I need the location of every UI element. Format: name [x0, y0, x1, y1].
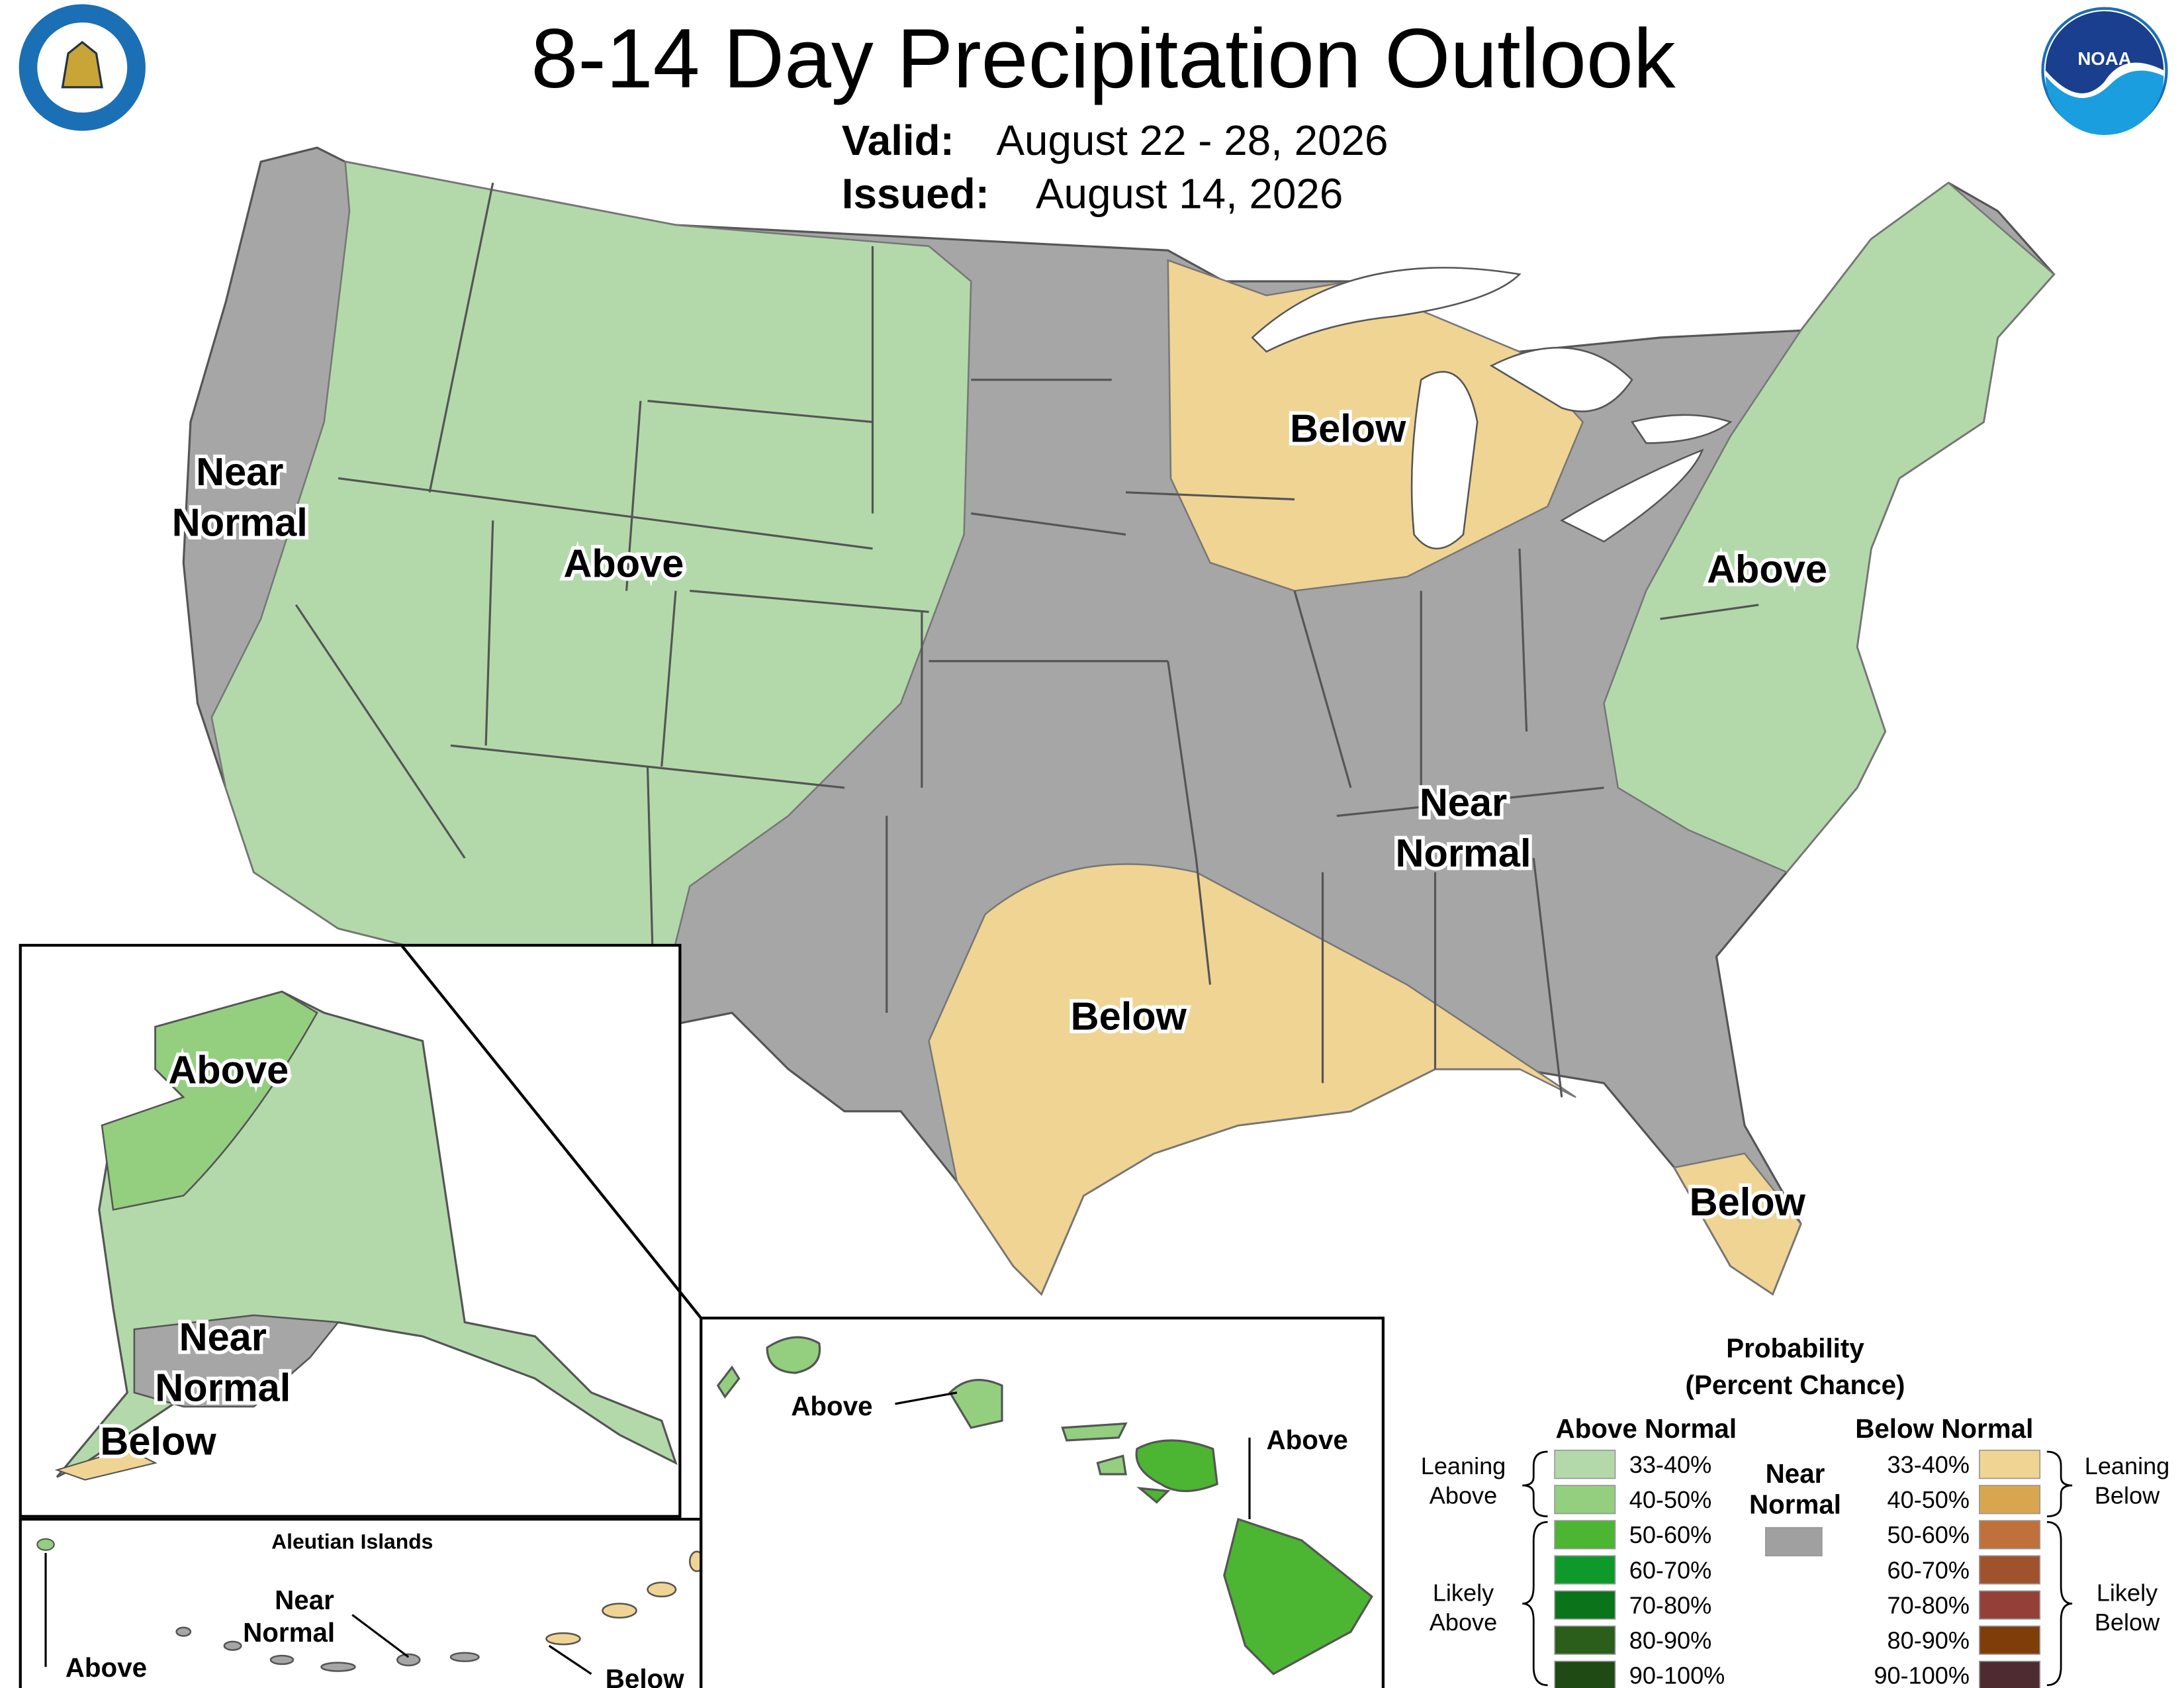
- legend-swatch: [1765, 1526, 1823, 1557]
- legend-group: Above: [1430, 1609, 1497, 1636]
- legend-label: 50-60%: [1629, 1521, 1711, 1548]
- legend-label: 70-80%: [1888, 1591, 1970, 1618]
- legend-label: 60-70%: [1888, 1556, 1970, 1583]
- legend-swatch: [1554, 1450, 1616, 1479]
- commerce-seal: [19, 4, 146, 131]
- legend-label: 33-40%: [1888, 1451, 1970, 1478]
- legend-header: Above Normal: [1555, 1413, 1737, 1444]
- legend-group: Likely: [1433, 1579, 1494, 1606]
- legend-label: 90-100%: [1629, 1662, 1725, 1688]
- below-area-florida: [1672, 1152, 1802, 1295]
- inset-region-label: Near: [275, 1585, 334, 1615]
- legend-swatch: [1554, 1590, 1616, 1620]
- legend-label: 40-50%: [1629, 1486, 1711, 1513]
- inset-region-label: Normal: [243, 1617, 335, 1648]
- legend-swatch: [1979, 1625, 2041, 1655]
- legend-label: 90-100%: [1874, 1662, 1970, 1688]
- inset-region-label: Above: [66, 1652, 147, 1683]
- inset-region-label: Below: [100, 1419, 216, 1463]
- issued-date: August 14, 2026: [1036, 170, 1343, 218]
- above-area-northeast: [1603, 181, 2056, 874]
- inset-region-label: Normal: [155, 1366, 291, 1410]
- conus-map: [182, 146, 2056, 1296]
- legend-swatch: [1554, 1660, 1616, 1688]
- region-label: Below: [1690, 1180, 1806, 1224]
- noaa-text: NOAA: [2077, 48, 2131, 69]
- region-label: Below: [1290, 406, 1406, 450]
- state-borders: [295, 182, 1759, 1098]
- inset-region-label: Near: [179, 1315, 267, 1359]
- region-label: Near Normal: [1396, 780, 1531, 876]
- great-lakes: [1251, 267, 1733, 549]
- legend-group: Below: [2095, 1482, 2160, 1509]
- legend-title: Probability: [1726, 1333, 1864, 1364]
- legend-swatch: [1979, 1520, 2041, 1550]
- inset-title: Aleutian Islands: [271, 1530, 433, 1554]
- inset-region-label: Above: [1267, 1425, 1348, 1455]
- noaa-logo: NOAA: [2041, 7, 2168, 135]
- valid-dates: August 22 - 28, 2026: [997, 117, 1388, 164]
- region-label: Below: [1071, 994, 1187, 1039]
- issued-label: Issued:: [842, 170, 989, 218]
- legend-swatch: [1554, 1520, 1616, 1550]
- legend-swatch: [1979, 1555, 2041, 1585]
- legend-group: Likely: [2097, 1579, 2158, 1606]
- legend: Probability (Percent Chance) Above Norma…: [1421, 1333, 2170, 1688]
- region-label: Near Normal: [172, 449, 308, 545]
- legend-swatch: [1979, 1485, 2041, 1515]
- inset-region-label: Above: [168, 1047, 289, 1092]
- legend-group: Above: [1430, 1482, 1497, 1509]
- legend-group: Leaning: [2085, 1452, 2170, 1479]
- legend-label: 50-60%: [1888, 1521, 1970, 1548]
- legend-near: Near: [1766, 1458, 1825, 1489]
- legend-header: Below Normal: [1855, 1413, 2033, 1444]
- region-label: Above: [563, 541, 684, 585]
- legend-label: 70-80%: [1629, 1591, 1711, 1618]
- aleutian-inset: Aleutian Islands Above Near Normal Below: [19, 1517, 705, 1688]
- alaska-inset: Above Near Normal Below: [19, 943, 702, 1518]
- legend-group: Leaning: [1421, 1452, 1506, 1479]
- legend-near: Normal: [1749, 1489, 1841, 1520]
- inset-region-label: Above: [791, 1391, 872, 1421]
- legend-swatch: [1554, 1485, 1616, 1515]
- inset-region-label: Below: [606, 1664, 684, 1688]
- legend-label: 40-50%: [1888, 1486, 1970, 1513]
- legend-group: Below: [2095, 1609, 2160, 1636]
- hawaii-inset: Above Above: [700, 1317, 1385, 1688]
- region-label: Above: [1707, 547, 1827, 591]
- legend-label: 80-90%: [1629, 1627, 1711, 1654]
- legend-braces: [1522, 1450, 2073, 1687]
- legend-title: (Percent Chance): [1686, 1370, 1905, 1400]
- legend-swatch: [1554, 1625, 1616, 1655]
- legend-swatch: [1979, 1590, 2041, 1620]
- legend-label: 60-70%: [1629, 1556, 1711, 1583]
- title: 8-14 Day Precipitation Outlook: [531, 12, 1675, 106]
- legend-swatch: [1554, 1555, 1616, 1585]
- below-area-south: [928, 863, 1576, 1296]
- legend-label: 80-90%: [1888, 1627, 1970, 1654]
- legend-swatch: [1979, 1660, 2041, 1688]
- legend-label: 33-40%: [1629, 1451, 1711, 1478]
- valid-label: Valid:: [842, 117, 954, 164]
- legend-swatch: [1979, 1450, 2041, 1479]
